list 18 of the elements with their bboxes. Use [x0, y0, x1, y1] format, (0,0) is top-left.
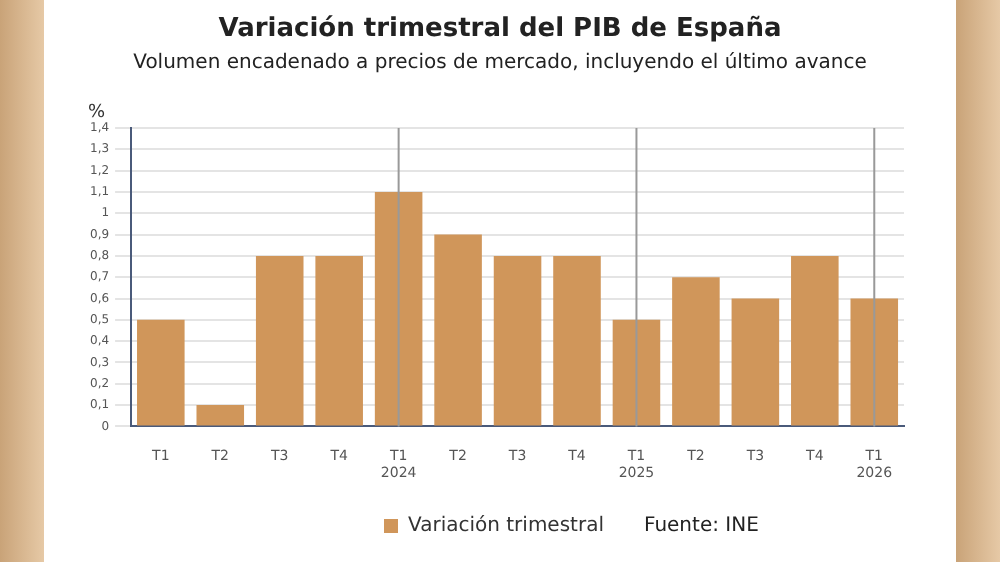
bar [731, 298, 780, 426]
bar [315, 255, 363, 426]
bar [196, 405, 245, 426]
y-axis-title: % [88, 102, 106, 123]
bar [374, 191, 423, 426]
bar [493, 255, 542, 426]
bar [612, 319, 661, 426]
bar [255, 255, 304, 426]
bar [850, 298, 899, 426]
legend-label: Variación trimestral [408, 515, 604, 538]
bar [137, 319, 185, 426]
chart-subtitle: Volumen encadenado a precios de mercado, incluyendo el último avance [131, 52, 869, 74]
bar [791, 255, 839, 426]
bar [434, 234, 482, 426]
bar [672, 277, 720, 426]
source-note: Fuente: INE [643, 515, 759, 538]
bar [553, 255, 601, 426]
chart-title: Variación trimestral del PIB de España [216, 14, 784, 44]
